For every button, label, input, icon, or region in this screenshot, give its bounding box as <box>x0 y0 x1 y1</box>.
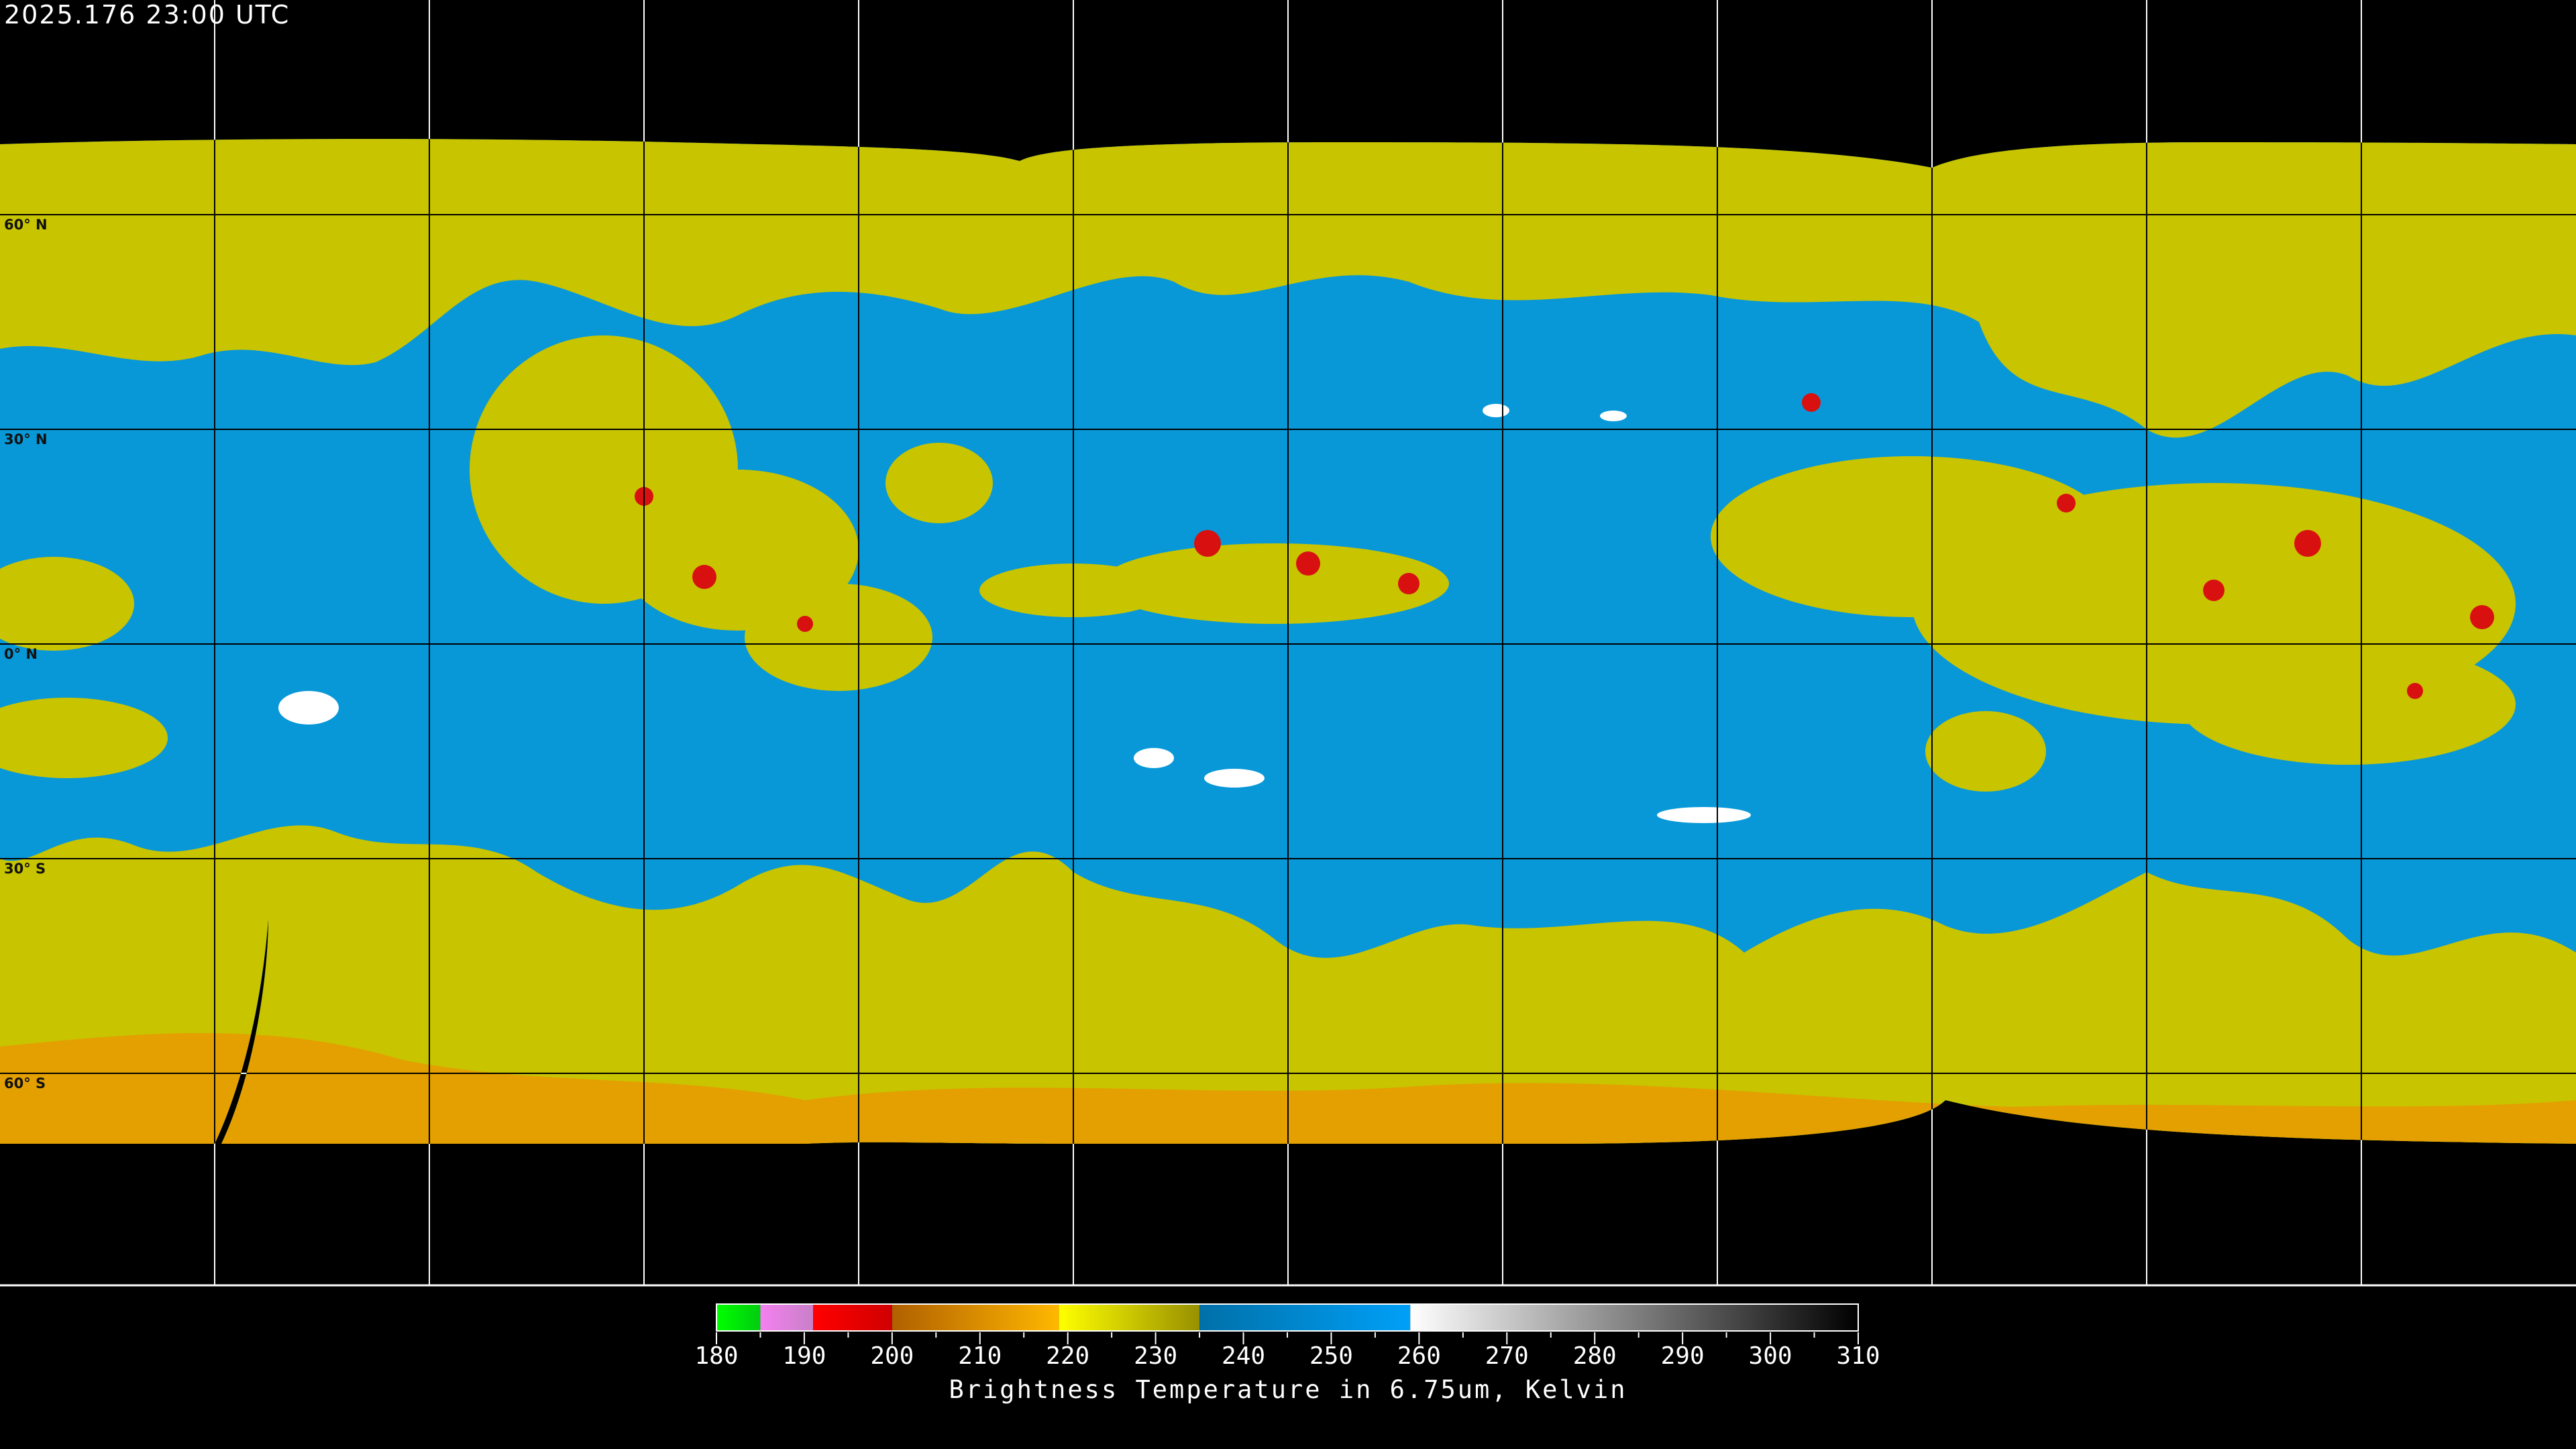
colorbar-label: 300 <box>1749 1342 1792 1370</box>
colorbar-segment <box>1410 1304 1858 1331</box>
satellite-map <box>0 0 2576 1287</box>
colorbar-segment <box>760 1304 814 1331</box>
colorbar-label: 190 <box>782 1342 826 1370</box>
colorbar-ticks: 180 190 200 210 220 230 240 250 260 270 280 290 300 3… <box>694 1332 1880 1370</box>
colorbar-segment <box>1059 1304 1200 1331</box>
colorbar-label: 250 <box>1309 1342 1353 1370</box>
colorbar-label: 260 <box>1397 1342 1441 1370</box>
deep-convection-cells <box>635 393 2494 699</box>
colorbar-label: 290 <box>1661 1342 1705 1370</box>
lat-label-60n: 60° N <box>4 217 48 233</box>
gridlines-inside <box>0 139 2576 1144</box>
colorbar-label: 230 <box>1134 1342 1177 1370</box>
colorbar-label: 220 <box>1046 1342 1089 1370</box>
colorbar-segment <box>1199 1304 1411 1331</box>
lat-label-60s: 60° S <box>4 1075 46 1091</box>
colorbar-segments <box>716 1304 1858 1331</box>
colorbar-label: 240 <box>1222 1342 1265 1370</box>
colorbar-segment <box>716 1304 761 1331</box>
colorbar-segment <box>892 1304 1059 1331</box>
colorbar-label: 280 <box>1573 1342 1617 1370</box>
lat-label-30n: 30° N <box>4 431 48 447</box>
colorbar-segment <box>813 1304 892 1331</box>
lat-label-equator: 0° N <box>4 646 38 662</box>
timestamp: 2025.176 23:00 UTC <box>4 0 290 30</box>
colorbar-label: 270 <box>1485 1342 1529 1370</box>
tropical-convection <box>0 335 2516 792</box>
colorbar-label: 180 <box>694 1342 738 1370</box>
colorbar-title: Brightness Temperature in 6.75um, Kelvin <box>949 1375 1627 1404</box>
colorbar-frame <box>716 1303 1859 1332</box>
lat-label-30s: 30° S <box>4 861 46 877</box>
colorbar-label: 210 <box>958 1342 1002 1370</box>
colorbar-label: 310 <box>1836 1342 1880 1370</box>
colorbar-label: 200 <box>870 1342 914 1370</box>
